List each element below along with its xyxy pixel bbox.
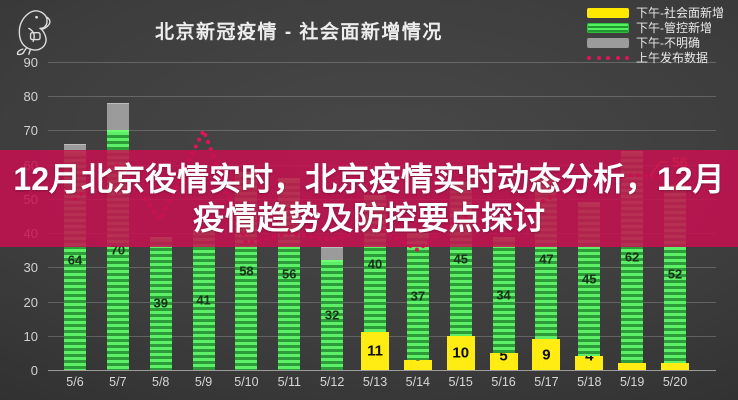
bar-value-label: 32 <box>324 307 340 323</box>
bar-value-label: 34 <box>496 287 511 303</box>
bar-segment-social-5/20[interactable] <box>661 363 689 370</box>
gridline <box>48 96 716 98</box>
x-axis-line <box>48 370 716 371</box>
bar-segment-controlled-5/12[interactable] <box>321 260 344 370</box>
bar-value-label: 5 <box>499 347 508 365</box>
bar-value-label: 52 <box>667 266 683 282</box>
bar-value-label: 9 <box>542 346 551 364</box>
x-tick-label: 5/17 <box>534 375 559 389</box>
bar-segment-social-5/19[interactable] <box>618 363 647 370</box>
x-tick-label: 5/19 <box>619 375 645 389</box>
bar-value-label: 56 <box>282 266 297 282</box>
x-tick-label: 5/15 <box>448 375 473 389</box>
bar-value-label: 45 <box>582 271 597 287</box>
bar-value-label: 62 <box>624 249 640 265</box>
y-tick-label: 10 <box>23 328 38 344</box>
x-tick-label: 5/6 <box>66 375 84 389</box>
x-tick-label: 5/8 <box>152 375 170 389</box>
gridline <box>48 130 716 132</box>
parrot-sketch-icon <box>16 10 51 56</box>
legend-swatch-icon <box>587 7 629 18</box>
x-tick-label: 5/16 <box>491 375 516 389</box>
bar-value-label: 39 <box>153 295 168 311</box>
legend-item-label: 下午-社会面新增 <box>636 6 724 20</box>
bar-segment-social-5/13[interactable] <box>361 332 389 370</box>
bar-segment-social-5/14[interactable] <box>403 359 432 370</box>
y-tick-label: 20 <box>23 294 38 310</box>
legend-item-label: 下午-不明确 <box>636 36 700 50</box>
bar-segment-social-5/17[interactable] <box>532 339 561 370</box>
x-tick-label: 5/12 <box>319 375 345 389</box>
legend-swatch-icon <box>587 37 629 48</box>
bar-value-label: 37 <box>410 288 426 304</box>
legend-item-1[interactable]: 下午-管控新增 <box>587 21 724 35</box>
bar-segment-social-5/18[interactable] <box>575 356 604 370</box>
overlay-banner: 12月北京役情实时，北京疫情实时动态分析，12月疫情趋势及防控要点探讨 <box>0 150 738 247</box>
bar-value-label: 41 <box>196 292 211 308</box>
chart-title: 北京新冠疫情 - 社会面新增情况 <box>155 22 443 43</box>
bar-value-label: 58 <box>239 263 254 279</box>
legend-swatch-icon <box>587 53 629 63</box>
x-tick-label: 5/18 <box>577 375 602 389</box>
y-tick-label: 70 <box>23 123 38 139</box>
gridline <box>48 62 716 63</box>
legend: 下午-社会面新增 下午-管控新增 下午-不明确 上午发布数据 <box>587 6 724 65</box>
legend-item-0[interactable]: 下午-社会面新增 <box>587 6 724 20</box>
x-tick-label: 5/13 <box>362 375 388 389</box>
x-tick-label: 5/14 <box>405 375 431 389</box>
bar-segment-social-5/15[interactable] <box>446 335 475 370</box>
bar-segment-social-5/16[interactable] <box>489 352 518 370</box>
x-tick-label: 5/9 <box>194 375 213 389</box>
bar-value-label: 11 <box>367 342 383 360</box>
legend-item-2[interactable]: 下午-不明确 <box>587 36 724 50</box>
bar-segment-unclear-5/7[interactable] <box>106 103 129 131</box>
bar-value-label: 64 <box>67 252 83 268</box>
x-tick-label: 5/11 <box>277 375 301 389</box>
x-tick-label: 5/10 <box>234 375 259 389</box>
y-tick-label: 90 <box>23 55 38 70</box>
legend-item-label: 下午-管控新增 <box>636 21 712 35</box>
legend-item-label: 上午发布数据 <box>636 51 709 65</box>
x-tick-label: 5/20 <box>662 375 688 389</box>
x-tick-label: 5/7 <box>109 375 127 389</box>
legend-swatch-icon <box>587 22 629 33</box>
bar-segment-unclear-5/12[interactable] <box>321 246 344 261</box>
bar-value-label: 10 <box>452 344 470 362</box>
legend-item-3[interactable]: 上午发布数据 <box>587 51 724 65</box>
bar-value-label: 40 <box>367 256 383 272</box>
bar-value-label: 45 <box>453 251 468 267</box>
y-tick-label: 30 <box>23 260 38 276</box>
overlay-banner-text: 12月北京役情实时，北京疫情实时动态分析，12月疫情趋势及防控要点探讨 <box>13 161 725 236</box>
y-tick-label: 0 <box>30 363 38 378</box>
bar-value-label: 47 <box>539 251 554 267</box>
y-tick-label: 80 <box>23 89 38 105</box>
